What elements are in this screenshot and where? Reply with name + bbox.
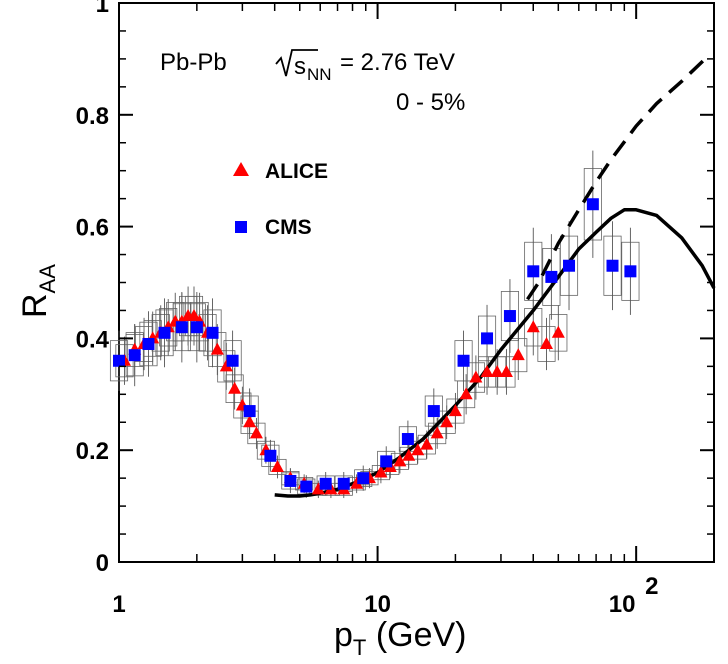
alice-point bbox=[448, 404, 462, 417]
y-axis-title-text: RAA bbox=[16, 264, 60, 318]
cms-point bbox=[284, 474, 297, 487]
alice-point bbox=[411, 443, 425, 456]
cms-point bbox=[503, 310, 516, 323]
cms-point bbox=[357, 472, 370, 485]
model-curve-solid bbox=[274, 208, 716, 498]
cms-point bbox=[624, 265, 637, 278]
alice-point bbox=[511, 348, 525, 361]
x-tick-label-exp: 2 bbox=[645, 573, 658, 600]
alice-point bbox=[311, 482, 325, 495]
cms-point bbox=[113, 354, 125, 367]
cms-point bbox=[337, 477, 350, 490]
alice-point bbox=[499, 364, 513, 377]
plot-frame bbox=[118, 2, 715, 563]
alice-point bbox=[374, 465, 388, 478]
plot-border bbox=[118, 2, 715, 563]
cms-point bbox=[206, 326, 219, 339]
x-tick-label: 1 bbox=[112, 591, 125, 618]
alice-point bbox=[393, 454, 407, 467]
system-label: Pb-Pb bbox=[160, 49, 227, 76]
y-tick-label: 1 bbox=[96, 0, 109, 18]
energy-sub: NN bbox=[307, 65, 332, 84]
y-tick-label: 0.4 bbox=[76, 326, 110, 353]
legend-marker-alice bbox=[233, 162, 249, 176]
model-curves bbox=[274, 57, 716, 498]
cms-point bbox=[545, 270, 558, 283]
cms-point bbox=[226, 354, 239, 367]
centrality-label: 0 - 5% bbox=[396, 89, 465, 116]
cms-point bbox=[481, 332, 494, 345]
alice-point bbox=[249, 426, 263, 439]
systematic-boxes bbox=[109, 150, 640, 499]
y-tick-label: 0 bbox=[96, 550, 109, 577]
alice-point bbox=[539, 336, 553, 349]
y-tick-label: 0.6 bbox=[76, 215, 109, 242]
x-tick-label: 10 bbox=[364, 591, 391, 618]
cms-point bbox=[128, 349, 141, 362]
cms-point bbox=[457, 354, 470, 367]
x-axis-title-text: pT (GeV) bbox=[334, 616, 467, 660]
alice-point bbox=[480, 364, 494, 377]
cms-point bbox=[175, 321, 188, 334]
alice-point bbox=[440, 415, 454, 428]
alice-point bbox=[402, 448, 416, 461]
alice-point bbox=[187, 309, 201, 322]
alice-point bbox=[420, 437, 434, 450]
cms-point bbox=[264, 449, 277, 462]
alice-point bbox=[219, 359, 233, 372]
cms-point bbox=[142, 337, 155, 350]
cms-point bbox=[606, 259, 619, 272]
cms-point bbox=[158, 326, 171, 339]
energy-label: s NN = 2.76 TeV bbox=[275, 49, 455, 84]
cms-point bbox=[427, 405, 440, 418]
legend: ALICE CMS bbox=[233, 160, 328, 239]
alice-point bbox=[210, 342, 224, 355]
cms-point bbox=[300, 480, 313, 493]
alice-point bbox=[469, 370, 483, 383]
alice-point bbox=[430, 426, 444, 439]
alice-point bbox=[270, 459, 284, 472]
alice-point bbox=[490, 364, 504, 377]
y-tick-label: 0.2 bbox=[76, 438, 109, 465]
alice-point bbox=[551, 325, 565, 338]
alice-point bbox=[526, 320, 540, 333]
cms-point bbox=[380, 455, 393, 468]
energy-sqrt-var: s bbox=[294, 53, 306, 80]
alice-point bbox=[228, 381, 242, 394]
cms-point bbox=[243, 405, 256, 418]
energy-value: = 2.76 TeV bbox=[340, 49, 455, 76]
cms-point bbox=[586, 198, 599, 211]
cms-point bbox=[527, 265, 540, 278]
alice-point bbox=[350, 476, 364, 489]
y-axis-title: RAA bbox=[16, 264, 60, 318]
legend-marker-cms bbox=[235, 221, 247, 233]
cms-point bbox=[563, 259, 576, 272]
alice-point bbox=[459, 387, 473, 400]
model-curve-dashed bbox=[526, 57, 707, 301]
legend-label-alice: ALICE bbox=[265, 160, 328, 183]
data-markers bbox=[113, 198, 637, 495]
alice-point bbox=[243, 415, 257, 428]
legend-label-cms: CMS bbox=[265, 216, 312, 239]
x-axis-title: pT (GeV) bbox=[334, 616, 467, 660]
cms-point bbox=[401, 433, 414, 446]
x-tick-label-base: 10 bbox=[609, 591, 636, 618]
cms-point bbox=[319, 477, 332, 490]
y-tick-label: 0.8 bbox=[76, 103, 109, 130]
cms-point bbox=[190, 321, 203, 334]
sqrt-symbol bbox=[275, 49, 318, 77]
axis-ticks: 0 0.2 0.4 0.6 0.8 1 1 10 10 2 bbox=[76, 0, 715, 618]
